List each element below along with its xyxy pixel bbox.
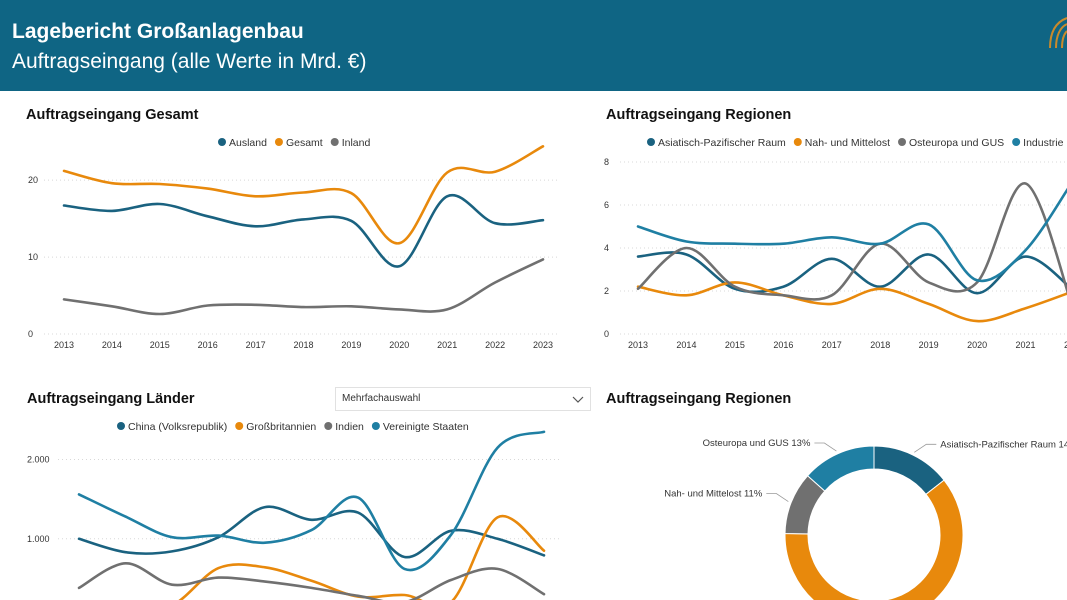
x-tick-label: 2013 xyxy=(54,340,74,350)
x-tick-label: 2017 xyxy=(822,340,842,350)
legend-item-vereinigte-staaten[interactable]: Vereinigte Staaten xyxy=(371,421,469,433)
donut-data-label: Nah- und Mittelost 11% xyxy=(664,489,763,500)
y-tick-label: 1.000 xyxy=(27,534,50,544)
legend-marker xyxy=(793,138,802,146)
legend-item-osteuropa-und-gus[interactable]: Osteuropa und GUS xyxy=(898,137,1004,149)
legend-marker xyxy=(330,138,339,146)
donut-slice-osteuropa-und-gus[interactable] xyxy=(806,445,875,492)
series-line-ausland[interactable] xyxy=(62,193,545,268)
chart-auftragseingang-regionen: Asiatisch-Pazifischer Raum Nah- und Mitte… xyxy=(604,137,1067,350)
y-tick-label: 6 xyxy=(604,200,609,210)
chart-regionen-donut: Asiatisch-Pazifischer Raum 14% Nah- und M… xyxy=(664,438,1067,600)
y-tick-label: 10 xyxy=(28,252,38,262)
legend-label: Nah- und Mittelost xyxy=(805,137,890,149)
legend-marker xyxy=(647,138,655,146)
x-tick-label: 2018 xyxy=(293,340,313,350)
y-tick-label: 0 xyxy=(28,329,33,339)
legend-marker xyxy=(235,422,244,430)
series-line-indien[interactable] xyxy=(77,561,546,600)
legend-label: Osteuropa und GUS xyxy=(909,137,1004,149)
x-tick-label: 2015 xyxy=(725,340,745,350)
chart-title-gesamt: Auftragseingang Gesamt xyxy=(26,107,199,123)
legend-item-nah-und-mittelost[interactable]: Nah- und Mittelost xyxy=(793,137,890,149)
logo-icon xyxy=(1049,17,1067,48)
legend-item-china-volksrepublik[interactable]: China (Volksrepublik) xyxy=(117,421,227,433)
x-tick-label: 2014 xyxy=(102,340,122,350)
report-title: Lagebericht Großanlagenbau xyxy=(12,20,304,43)
y-tick-label: 4 xyxy=(604,243,609,253)
country-multiselect-dropdown[interactable]: Mehrfachauswahl xyxy=(335,387,591,411)
x-tick-label: 2023 xyxy=(533,340,553,350)
x-tick-label: 2014 xyxy=(676,340,696,350)
legend-item-gro-britannien[interactable]: Großbritannien xyxy=(235,421,316,433)
legend-item-inland[interactable]: Inland xyxy=(330,137,371,149)
chart-auftragseingang-laender: China (Volksrepublik) Großbritannien Indie… xyxy=(27,421,560,600)
leader-line xyxy=(914,443,937,453)
legend-item-asiatisch-pazifischer-raum[interactable]: Asiatisch-Pazifischer Raum xyxy=(647,137,786,149)
legend-item-ausland[interactable]: Ausland xyxy=(218,137,267,149)
x-tick-label: 2019 xyxy=(341,340,361,350)
legend-item-gesamt[interactable]: Gesamt xyxy=(274,137,323,149)
y-tick-label: 2 xyxy=(604,286,609,296)
series-line-gesamt[interactable] xyxy=(62,145,545,245)
x-tick-label: 2019 xyxy=(919,340,939,350)
legend-marker xyxy=(274,138,283,146)
report-subtitle: Auftragseingang (alle Werte in Mrd. €) xyxy=(12,50,367,73)
legend-label: Vereinigte Staaten xyxy=(383,421,469,433)
chart-title-regionen-donut: Auftragseingang Regionen xyxy=(606,391,792,407)
legend-marker xyxy=(1012,138,1021,146)
legend-marker xyxy=(324,422,333,430)
x-tick-label: 2021 xyxy=(437,340,457,350)
series-line-asiatisch-pazifischer-raum[interactable] xyxy=(636,251,1067,295)
x-tick-label: 2020 xyxy=(389,340,409,350)
chart-title-regionen: Auftragseingang Regionen xyxy=(606,107,792,123)
leader-line xyxy=(766,493,789,502)
legend-label: Industrie xyxy=(1023,137,1063,149)
x-tick-label: 2022 xyxy=(1064,340,1067,350)
donut-slice-nah-und-mittelost[interactable] xyxy=(784,479,964,600)
chart-auftragseingang-gesamt: Ausland Gesamt Inland 0 10 20 2013 2014 2015 2016… xyxy=(28,137,560,350)
x-tick-label: 2015 xyxy=(150,340,170,350)
x-tick-label: 2016 xyxy=(198,340,218,350)
x-tick-label: 2013 xyxy=(628,340,648,350)
legend-label: Indien xyxy=(335,421,364,433)
dropdown-label: Mehrfachauswahl xyxy=(342,393,421,404)
legend-label: Gesamt xyxy=(286,137,323,149)
report-header: Lagebericht Großanlagenbau Auftragseinga… xyxy=(0,0,1067,91)
legend-marker xyxy=(898,138,907,146)
donut-data-label: Osteuropa und GUS 13% xyxy=(703,438,811,449)
legend-label: Ausland xyxy=(229,137,267,149)
legend-marker xyxy=(371,422,380,430)
legend-item-indien[interactable]: Indien xyxy=(324,421,364,433)
chart-title-laender: Auftragseingang Länder xyxy=(27,391,195,407)
legend-marker xyxy=(218,138,226,146)
x-tick-label: 2018 xyxy=(870,340,890,350)
x-tick-label: 2021 xyxy=(1016,340,1036,350)
x-tick-label: 2017 xyxy=(246,340,266,350)
donut-slice-asiatisch-pazifischer-raum[interactable] xyxy=(873,445,945,496)
legend-item-industrie[interactable]: Industrie xyxy=(1012,137,1064,149)
y-tick-label: 2.000 xyxy=(27,455,50,465)
x-tick-label: 2020 xyxy=(967,340,987,350)
y-tick-label: 20 xyxy=(28,175,38,185)
legend-label: Inland xyxy=(342,137,371,149)
legend-label: Asiatisch-Pazifischer Raum xyxy=(658,137,786,149)
series-line-industrie[interactable] xyxy=(636,179,1067,283)
series-line-inland[interactable] xyxy=(62,258,545,316)
y-tick-label: 0 xyxy=(604,329,609,339)
legend-label: Großbritannien xyxy=(246,421,316,433)
series-line-nah-und-mittelost[interactable] xyxy=(636,281,1067,323)
y-tick-label: 8 xyxy=(604,157,609,167)
legend-label: China (Volksrepublik) xyxy=(128,421,227,433)
series-line-china-volksrepublik[interactable] xyxy=(77,505,546,559)
donut-data-label: Asiatisch-Pazifischer Raum 14% xyxy=(940,439,1067,450)
leader-line xyxy=(814,442,837,452)
series-line-gro-britannien[interactable] xyxy=(79,514,546,600)
series-line-vereinigte-staaten[interactable] xyxy=(77,430,546,572)
x-tick-label: 2016 xyxy=(773,340,793,350)
x-tick-label: 2022 xyxy=(485,340,505,350)
legend-marker xyxy=(117,422,125,430)
chevron-down-icon xyxy=(572,396,584,403)
